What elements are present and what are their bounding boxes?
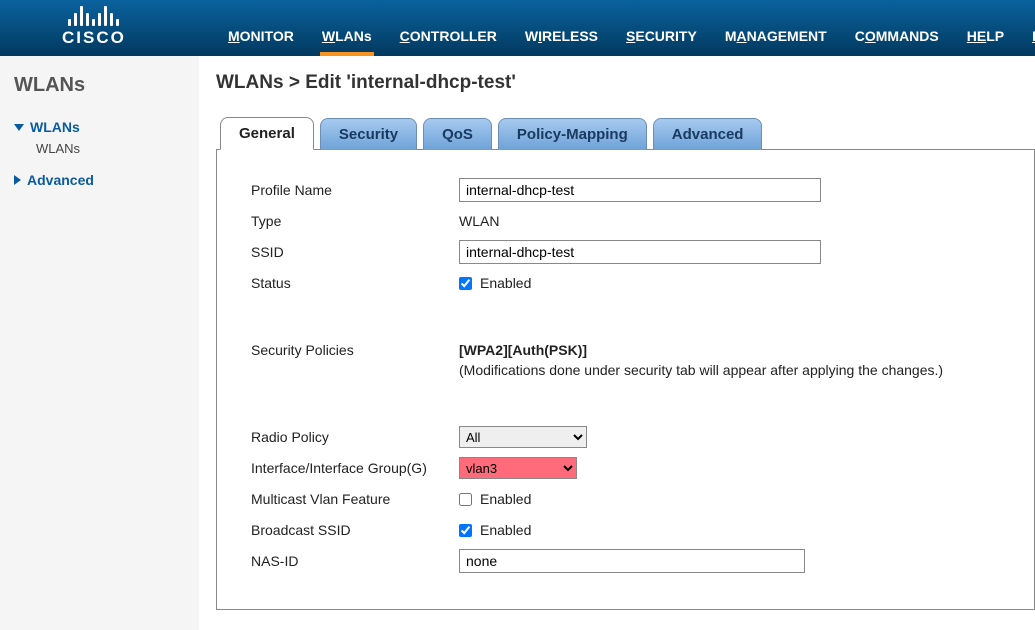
label-interface: Interface/Interface Group(G) <box>251 460 459 476</box>
select-radio-policy[interactable]: All <box>459 426 587 448</box>
text-status-enabled: Enabled <box>480 275 531 291</box>
chevron-right-icon <box>14 175 21 185</box>
text-multicast-enabled: Enabled <box>480 491 531 507</box>
label-multicast: Multicast Vlan Feature <box>251 491 459 507</box>
content: WLANs > Edit 'internal-dhcp-test' Genera… <box>200 56 1035 630</box>
checkbox-status[interactable] <box>459 277 472 290</box>
value-type: WLAN <box>459 213 499 229</box>
chevron-down-icon <box>14 124 24 131</box>
nav-wlans[interactable]: WLANs <box>322 28 372 44</box>
label-status: Status <box>251 275 459 291</box>
sidebar-item-label: Advanced <box>27 172 94 188</box>
tab-panel-general: Profile Name Type WLAN SSID Status <box>216 150 1035 610</box>
nav-monitor[interactable]: MONITOR <box>228 28 294 44</box>
input-profile-name[interactable] <box>459 178 821 202</box>
input-nasid[interactable] <box>459 549 805 573</box>
nav-security[interactable]: SECURITY <box>626 28 697 44</box>
label-ssid: SSID <box>251 244 459 260</box>
label-radio-policy: Radio Policy <box>251 429 459 445</box>
label-broadcast: Broadcast SSID <box>251 522 459 538</box>
input-ssid[interactable] <box>459 240 821 264</box>
nav-controller[interactable]: CONTROLLER <box>400 28 497 44</box>
checkbox-multicast[interactable] <box>459 493 472 506</box>
nav-wireless[interactable]: WIRELESS <box>525 28 598 44</box>
main-layout: WLANs WLANs WLANs Advanced WLANs > Edit … <box>0 56 1035 630</box>
tab-security[interactable]: Security <box>320 118 417 150</box>
sidebar-item-wlans[interactable]: WLANs <box>14 117 185 137</box>
sidebar-sub-wlans[interactable]: WLANs <box>36 141 185 156</box>
sidebar-title: WLANs <box>14 74 185 97</box>
nav-commands[interactable]: COMMANDS <box>855 28 939 44</box>
select-interface[interactable]: vlan3 <box>459 457 577 479</box>
brand-text: CISCO <box>62 28 126 48</box>
top-bar: CISCO MONITOR WLANs CONTROLLER WIRELESS … <box>0 0 1035 56</box>
note-security-policies: (Modifications done under security tab w… <box>459 362 943 378</box>
sidebar: WLANs WLANs WLANs Advanced <box>0 56 200 630</box>
text-broadcast-enabled: Enabled <box>480 522 531 538</box>
tab-strip: General Security QoS Policy-Mapping Adva… <box>216 116 1035 150</box>
cisco-logo-bars <box>68 4 119 26</box>
label-security-policies: Security Policies <box>251 342 459 358</box>
checkbox-broadcast[interactable] <box>459 524 472 537</box>
tab-qos[interactable]: QoS <box>423 118 492 150</box>
label-nasid: NAS-ID <box>251 553 459 569</box>
top-nav: MONITOR WLANs CONTROLLER WIRELESS SECURI… <box>228 28 1035 56</box>
cisco-logo: CISCO <box>62 4 126 48</box>
sidebar-item-label: WLANs <box>30 119 80 135</box>
sidebar-item-advanced[interactable]: Advanced <box>14 170 185 190</box>
tab-advanced[interactable]: Advanced <box>653 118 763 150</box>
tab-general[interactable]: General <box>220 117 314 150</box>
label-profile-name: Profile Name <box>251 182 459 198</box>
nav-help[interactable]: HELP <box>967 28 1004 44</box>
label-type: Type <box>251 213 459 229</box>
nav-management[interactable]: MANAGEMENT <box>725 28 827 44</box>
tab-policy-mapping[interactable]: Policy-Mapping <box>498 118 647 150</box>
value-security-policies: [WPA2][Auth(PSK)] <box>459 342 943 358</box>
page-title: WLANs > Edit 'internal-dhcp-test' <box>216 72 1035 94</box>
